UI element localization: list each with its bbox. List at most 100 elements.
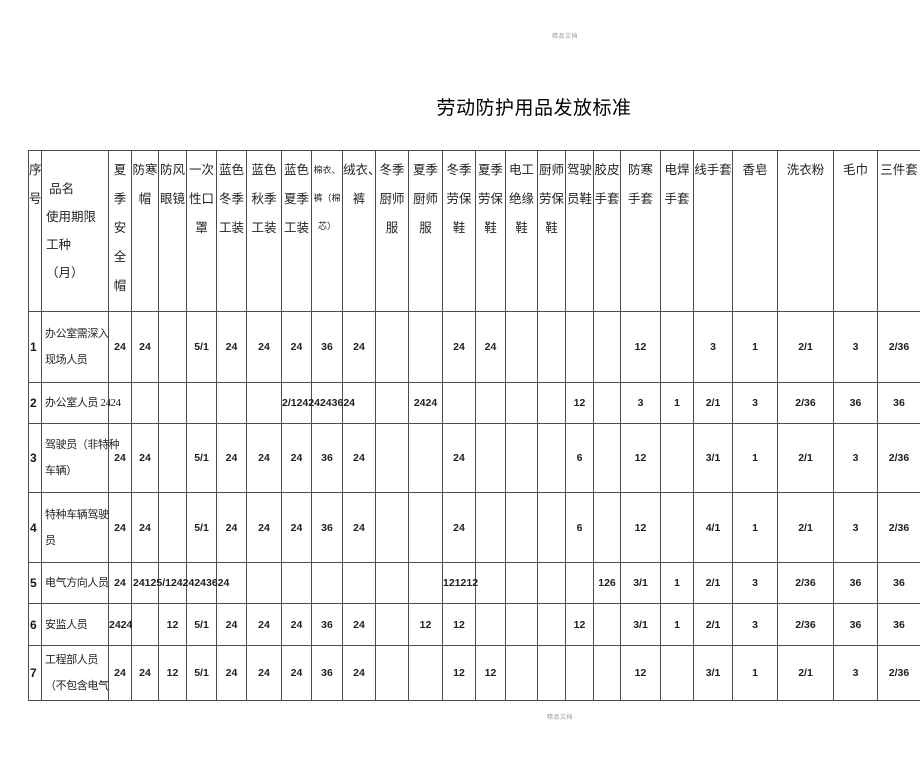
row-name: 工程部人员 （不包含电气 — [41, 645, 109, 701]
column-header: 夏季 劳保 鞋 — [475, 150, 506, 312]
table-cell — [158, 423, 187, 493]
table-cell: 12 — [408, 603, 443, 646]
table-cell: 1 — [732, 492, 778, 563]
table-cell — [281, 562, 312, 604]
table-cell — [593, 382, 621, 424]
table-cell — [475, 603, 506, 646]
column-header: 三件套 — [877, 150, 920, 312]
table-row: 3 驾驶员（非特种 车辆） 24 24 5/1 24 24 24 36 24 24 6 12 3/1 1 2/… — [28, 423, 920, 493]
table-cell — [375, 492, 409, 563]
table-cell — [131, 382, 159, 424]
name-column-header: 品名 使用期限 工种 （月） — [41, 150, 109, 312]
table-cell: 2/1 — [777, 423, 834, 493]
table-cell — [246, 382, 282, 424]
column-header: 防风 眼镜 — [158, 150, 187, 312]
table-cell: 24 — [108, 492, 132, 563]
table-cell — [593, 423, 621, 493]
table-cell: 1 — [660, 382, 694, 424]
table-cell — [475, 382, 506, 424]
table-cell: 4/1 — [693, 492, 733, 563]
table-cell: 36 — [311, 492, 343, 563]
row-seq: 7 — [28, 645, 42, 701]
table-cell — [537, 603, 566, 646]
table-cell: 3 — [833, 311, 878, 383]
table-row: 2 办公室人员 2424 2/12424243624 2424 12 3 1 2/1 3 2/36… — [28, 382, 920, 424]
table-cell: 24 — [342, 645, 376, 701]
table-cell: 24 — [246, 311, 282, 383]
table-cell — [475, 562, 506, 604]
table-cell: 6 — [565, 423, 594, 493]
table-cell: 24 — [216, 423, 247, 493]
column-header: 厨师 劳保 鞋 — [537, 150, 566, 312]
table-cell: 5/1 — [186, 423, 217, 493]
column-header: 驾驶 员鞋 — [565, 150, 594, 312]
table-cell — [537, 382, 566, 424]
table-cell — [593, 603, 621, 646]
table-cell: 2/1 — [777, 311, 834, 383]
table-cell: 24 — [281, 423, 312, 493]
table-cell: 24 — [475, 311, 506, 383]
table-cell — [408, 562, 443, 604]
row-name: 安监人员 — [41, 603, 109, 646]
seq-column-header: 序 号 — [28, 150, 42, 312]
table-cell: 3/1 — [620, 603, 661, 646]
table-cell: 2/1 — [693, 562, 733, 604]
table-cell — [475, 423, 506, 493]
table-cell: 3 — [833, 423, 878, 493]
table-cell — [505, 423, 538, 493]
column-header: 一次 性口 罩 — [186, 150, 217, 312]
table-cell: 36 — [833, 382, 878, 424]
table-cell — [537, 492, 566, 563]
table-cell — [408, 645, 443, 701]
column-header: 蓝色 秋季 工装 — [246, 150, 282, 312]
row-seq: 5 — [28, 562, 42, 604]
table-cell — [505, 645, 538, 701]
table-cell: 2/12424243624 — [281, 382, 355, 424]
table-cell — [186, 382, 217, 424]
table-cell: 24 — [216, 311, 247, 383]
column-header: 蓝色 冬季 工装 — [216, 150, 247, 312]
table-cell — [131, 603, 159, 646]
table-cell — [505, 382, 538, 424]
table-cell: 12 — [442, 603, 476, 646]
table-cell: 121212 — [442, 562, 478, 604]
table-cell: 2/36 — [777, 382, 834, 424]
table-cell — [375, 562, 409, 604]
column-header: 电焊 手套 — [660, 150, 694, 312]
table-cell: 1 — [732, 645, 778, 701]
table-cell: 24 — [108, 311, 132, 383]
table-cell — [505, 492, 538, 563]
table-cell: 3/1 — [620, 562, 661, 604]
page-header-note: 精品文档 — [552, 34, 579, 40]
table-cell: 24 — [342, 603, 376, 646]
table-cell — [342, 562, 376, 604]
table-cell: 24 — [246, 645, 282, 701]
table-cell: 3 — [693, 311, 733, 383]
table-row: 7 工程部人员 （不包含电气 24 24 12 5/1 24 24 24 36 24 12 12 12 3/… — [28, 645, 920, 701]
table-cell — [442, 382, 476, 424]
table-cell — [158, 382, 187, 424]
document-title: 劳动防护用品发放标准 — [436, 98, 632, 119]
table-cell: 36 — [833, 603, 878, 646]
table-cell: 24 — [131, 492, 159, 563]
table-cell — [375, 382, 409, 424]
table-cell — [565, 645, 594, 701]
table-cell — [375, 645, 409, 701]
table-cell — [537, 562, 566, 604]
table-cell: 2424 — [108, 603, 132, 646]
table-cell: 36 — [311, 645, 343, 701]
table-cell: 36 — [877, 382, 920, 424]
table-cell: 24 — [281, 311, 312, 383]
table-cell — [505, 311, 538, 383]
table-cell: 24 — [246, 603, 282, 646]
table-cell: 12 — [565, 382, 594, 424]
column-header: 棉衣、 裤（棉 芯） — [311, 150, 343, 312]
column-header: 冬季 劳保 鞋 — [442, 150, 476, 312]
table-cell: 12 — [475, 645, 506, 701]
column-header: 电工 绝缘 鞋 — [505, 150, 538, 312]
standards-table: 序 号 品名 使用期限 工种 （月）夏 季 安 全 帽防寒 帽防风 眼镜 一次 性… — [28, 150, 920, 701]
table-cell — [660, 311, 694, 383]
table-cell: 2/36 — [877, 423, 920, 493]
table-cell: 24 — [281, 645, 312, 701]
table-cell: 3 — [833, 492, 878, 563]
